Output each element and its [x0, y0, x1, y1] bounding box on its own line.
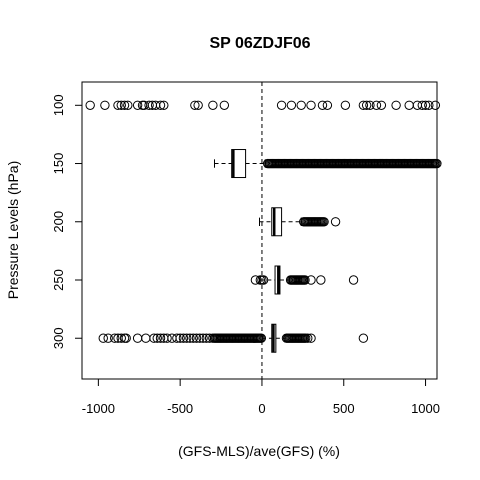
- outlier-point-100: [119, 100, 130, 110]
- outlier-point-100: [155, 100, 166, 110]
- outlier-point-300: [110, 333, 120, 343]
- outlier-point-100: [420, 100, 431, 110]
- outlier-point-100: [132, 100, 143, 110]
- outlier-point-300: [191, 333, 202, 343]
- y-tick-label: 200: [51, 211, 66, 233]
- x-tick-label: 500: [333, 401, 355, 416]
- chart-title: SP 06ZDJF06: [209, 35, 310, 52]
- outlier-point-100: [376, 100, 387, 110]
- outlier-point-300: [162, 333, 172, 343]
- outlier-point-250: [306, 275, 316, 285]
- outlier-point-200: [330, 217, 341, 227]
- outlier-point-100: [276, 100, 287, 110]
- x-tick-label: 0: [258, 401, 265, 416]
- outlier-point-300: [103, 333, 113, 343]
- outlier-point-100: [123, 100, 133, 110]
- outlier-point-300: [303, 333, 313, 343]
- outlier-point-100: [85, 100, 95, 110]
- outlier-point-150: [432, 158, 442, 169]
- outlier-point-300: [98, 333, 108, 343]
- outlier-point-300: [178, 333, 189, 343]
- outlier-point-100: [358, 100, 369, 110]
- outlier-point-300: [358, 333, 369, 343]
- outlier-point-300: [121, 333, 131, 343]
- outlier-point-300: [201, 333, 212, 343]
- outlier-point-100: [208, 100, 218, 110]
- outlier-point-300: [204, 333, 215, 343]
- box-200: [271, 207, 283, 237]
- y-axis: 100 150 200 250 300: [51, 94, 82, 349]
- outlier-point-100: [417, 100, 427, 110]
- outlier-point-300: [188, 333, 198, 343]
- outlier-point-100: [219, 100, 230, 110]
- outlier-point-100: [340, 100, 351, 110]
- y-axis-label: Pressure Levels (hPa): [5, 161, 21, 300]
- outlier-point-300: [149, 333, 159, 343]
- outlier-point-250: [316, 275, 326, 285]
- outlier-point-250: [300, 275, 310, 285]
- outlier-point-300: [175, 333, 185, 343]
- outlier-point-100: [404, 100, 414, 110]
- x-axis: -1000 -500 0 500 1000: [82, 379, 440, 416]
- y-tick-label: 300: [51, 327, 66, 349]
- box-150: [231, 149, 247, 179]
- outlier-point-300: [195, 333, 205, 343]
- y-tick-label: 150: [51, 153, 66, 175]
- plot-frame: [81, 81, 438, 380]
- outlier-point-300: [172, 333, 182, 343]
- outlier-point-100: [144, 100, 154, 110]
- outlier-point-100: [113, 100, 123, 110]
- outlier-point-100: [286, 100, 297, 110]
- outlier-point-300: [208, 333, 218, 343]
- outlier-point-100: [361, 100, 372, 110]
- outlier-point-100: [193, 100, 203, 110]
- outlier-point-100: [391, 100, 401, 110]
- outlier-point-100: [371, 100, 382, 110]
- outlier-point-200: [319, 217, 329, 227]
- outlier-point-100: [306, 100, 316, 110]
- outlier-point-300: [167, 333, 177, 343]
- x-tick-label: -500: [167, 401, 193, 416]
- outlier-point-300: [306, 333, 316, 343]
- x-axis-label: (GFS-MLS)/ave(GFS) (%): [178, 443, 340, 459]
- plot-layer: [85, 82, 442, 379]
- outlier-point-300: [116, 333, 126, 343]
- outlier-point-100: [296, 100, 306, 110]
- outlier-point-250: [348, 275, 359, 285]
- outlier-point-100: [424, 100, 434, 110]
- outlier-point-100: [190, 100, 200, 110]
- outlier-point-100: [159, 100, 169, 110]
- outlier-point-300: [198, 333, 208, 343]
- outlier-point-300: [185, 333, 195, 343]
- outlier-point-300: [155, 333, 166, 343]
- outlier-point-300: [132, 333, 143, 343]
- outlier-point-300: [182, 333, 192, 343]
- outlier-point-300: [141, 333, 151, 343]
- outlier-point-300: [152, 333, 162, 343]
- outlier-point-100: [430, 100, 441, 110]
- outlier-point-100: [412, 100, 423, 110]
- outlier-point-100: [322, 100, 333, 110]
- x-tick-label: 1000: [411, 401, 440, 416]
- y-tick-label: 250: [51, 269, 66, 291]
- outlier-point-100: [100, 100, 110, 110]
- x-tick-label: -1000: [82, 401, 115, 416]
- y-tick-label: 100: [51, 94, 66, 116]
- outlier-point-100: [116, 100, 126, 110]
- outlier-point-100: [365, 100, 375, 110]
- outlier-point-100: [317, 100, 328, 110]
